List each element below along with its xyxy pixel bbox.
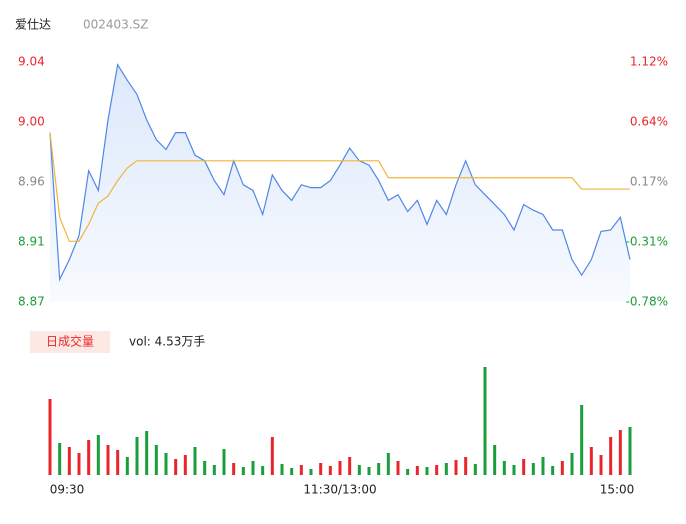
y2-tick-label: 0.17% xyxy=(630,175,668,189)
stock-code: 002403.SZ xyxy=(83,18,148,32)
volume-bar xyxy=(328,466,332,475)
volume-bar xyxy=(415,466,419,475)
price-line xyxy=(49,63,631,282)
volume-bar xyxy=(87,440,91,475)
volume-bar xyxy=(609,437,613,475)
volume-bar xyxy=(77,453,81,475)
volume-bar xyxy=(135,437,139,475)
volume-bar xyxy=(580,405,584,475)
volume-bar xyxy=(116,450,120,475)
x-tick-label: 11:30/13:00 xyxy=(303,483,376,497)
volume-bar xyxy=(367,467,371,475)
y2-tick-label: -0.78% xyxy=(626,295,668,309)
volume-bar xyxy=(106,445,110,475)
volume-bar xyxy=(357,465,361,475)
volume-bar xyxy=(299,465,303,475)
volume-bar xyxy=(145,431,149,475)
volume-bar xyxy=(454,460,458,475)
volume-bar xyxy=(444,463,448,475)
y2-tick-label: -0.31% xyxy=(626,235,668,249)
y-tick-label: 8.87 xyxy=(18,295,45,309)
volume-bar xyxy=(628,427,632,475)
x-tick-label: 15:00 xyxy=(600,483,635,497)
volume-bar xyxy=(425,467,429,475)
volume-bar xyxy=(125,457,129,475)
y-tick-label: 9.04 xyxy=(18,55,45,69)
volume-bar xyxy=(48,399,52,475)
y-tick-label: 8.91 xyxy=(18,235,45,249)
volume-bar xyxy=(280,464,284,475)
volume-bar xyxy=(338,461,342,475)
volume-bar xyxy=(222,449,226,475)
volume-bar xyxy=(183,455,187,475)
y-tick-label: 8.96 xyxy=(18,175,45,189)
volume-bar xyxy=(560,461,564,475)
volume-bar xyxy=(193,447,197,475)
volume-bar xyxy=(483,367,487,475)
volume-bar xyxy=(174,459,178,475)
volume-bar xyxy=(406,469,410,475)
volume-bar xyxy=(618,430,622,475)
stock-name: 爱仕达 xyxy=(15,18,51,32)
volume-bar xyxy=(502,461,506,475)
volume-bar xyxy=(270,437,274,475)
volume-bar xyxy=(319,463,323,475)
volume-bar xyxy=(570,453,574,475)
volume-bar xyxy=(435,465,439,475)
volume-bar xyxy=(232,463,236,475)
volume-label: vol: 4.53万手 xyxy=(129,335,205,349)
volume-bar xyxy=(599,455,603,475)
average-line xyxy=(49,132,630,242)
volume-bar xyxy=(251,461,255,475)
volume-bar xyxy=(589,447,593,475)
volume-bar xyxy=(464,457,468,475)
volume-bar xyxy=(154,445,158,475)
legend-badge: 日成交量 xyxy=(46,334,94,349)
volume-bar xyxy=(531,463,535,475)
volume-bar xyxy=(386,453,390,475)
volume-bar xyxy=(377,463,381,475)
volume-bar xyxy=(473,464,477,475)
volume-bar xyxy=(309,469,313,475)
x-tick-label: 09:30 xyxy=(50,483,85,497)
volume-bar xyxy=(541,457,545,475)
y2-tick-label: 0.64% xyxy=(630,115,668,129)
volume-bar xyxy=(203,461,207,475)
y-tick-label: 9.00 xyxy=(18,115,45,129)
volume-bar xyxy=(261,466,265,475)
volume-bar xyxy=(348,457,352,475)
volume-bar xyxy=(96,435,100,475)
volume-bar xyxy=(164,453,168,475)
volume-bar xyxy=(493,445,497,475)
volume-bar xyxy=(241,467,245,475)
y2-tick-label: 1.12% xyxy=(630,55,668,69)
volume-bar xyxy=(551,466,555,475)
volume-bar xyxy=(212,465,216,475)
volume-bar xyxy=(396,461,400,475)
volume-bar xyxy=(67,447,71,475)
volume-bar xyxy=(58,443,62,475)
legend-badge-bg xyxy=(30,331,110,353)
volume-bar xyxy=(290,468,294,475)
price-area xyxy=(50,64,630,302)
volume-bar xyxy=(512,465,516,475)
volume-bar xyxy=(522,459,526,475)
